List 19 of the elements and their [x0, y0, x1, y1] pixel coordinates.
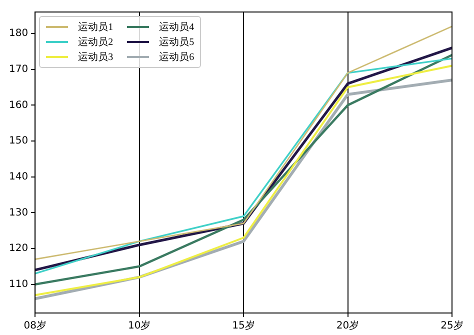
legend-label: 运动员4	[159, 20, 194, 34]
y-tick-label: 160	[8, 100, 28, 111]
x-tick-label: 10岁	[128, 320, 151, 332]
legend-label: 运动员3	[78, 50, 114, 64]
y-tick-label: 120	[8, 243, 28, 254]
x-tick-label: 08岁	[24, 320, 46, 332]
y-tick-label: 130	[8, 207, 28, 218]
x-tick-label: 20岁	[336, 320, 360, 332]
legend-label: 运动员6	[159, 50, 194, 64]
y-tick-label: 110	[8, 278, 28, 290]
legend-label: 运动员2	[78, 36, 114, 49]
legend-label: 运动员1	[78, 20, 114, 34]
x-tick-label: 25岁	[440, 320, 464, 332]
y-tick-label: 170	[8, 64, 28, 75]
y-tick-label: 140	[8, 171, 28, 182]
x-tick-label: 15岁	[232, 320, 255, 332]
legend-label: 运动员5	[159, 36, 194, 49]
y-tick-label: 150	[8, 136, 28, 147]
y-tick-label: 180	[8, 28, 28, 40]
